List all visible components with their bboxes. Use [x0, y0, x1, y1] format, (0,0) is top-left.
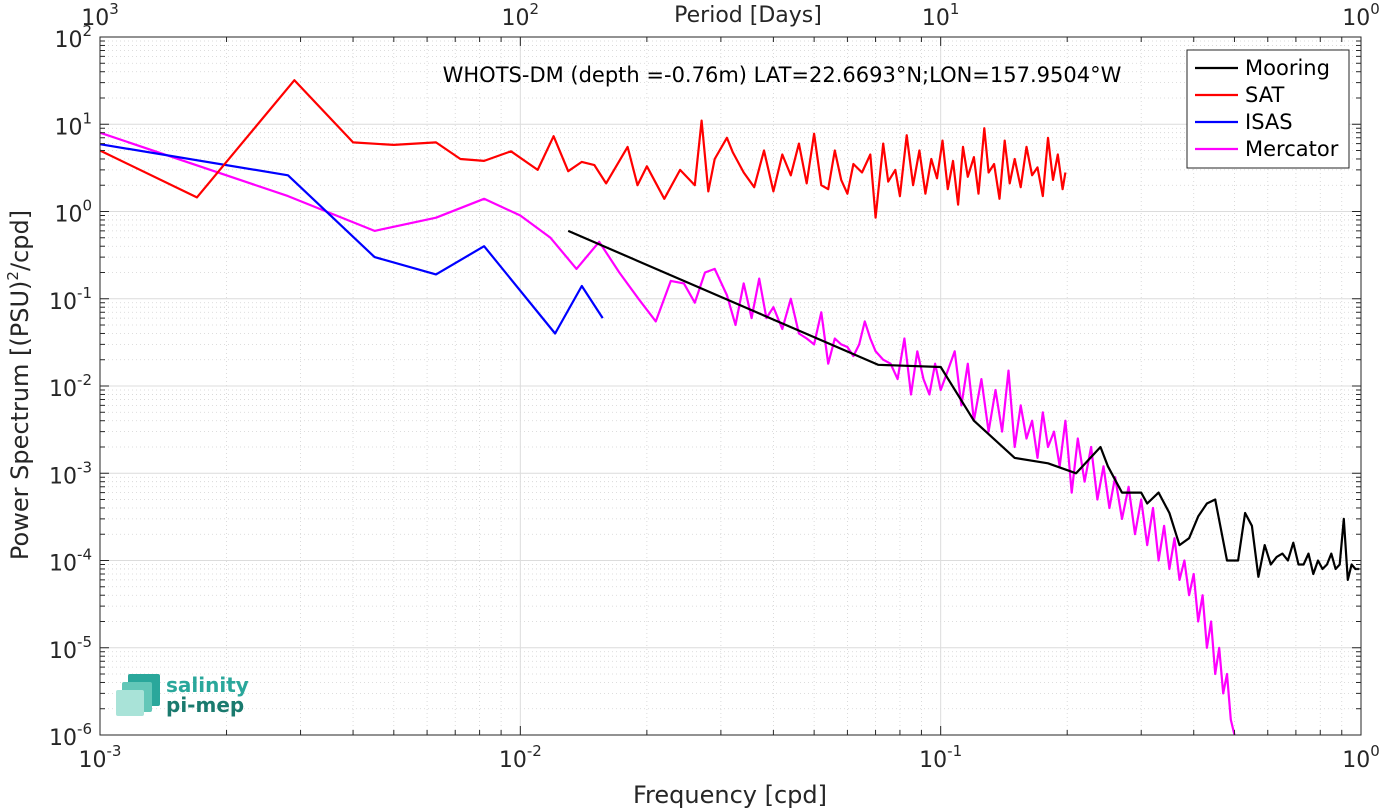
y-axis-label: Power Spectrum [(PSU)2/cpd] — [4, 210, 34, 560]
y-tick-label: 100 — [54, 197, 92, 228]
y-tick-label: 10-1 — [49, 284, 92, 315]
x-tick-label: 10-1 — [919, 742, 962, 773]
legend-label-mooring: Mooring — [1245, 56, 1330, 80]
logo-line2: pi-mep — [166, 693, 244, 717]
top-tick-label: 102 — [502, 0, 540, 31]
salinity-pi-mep-logo: salinity pi-mep — [116, 673, 249, 717]
series-line-mercator — [99, 131, 1236, 736]
top-tick-labels: 103 102 101 100 — [81, 0, 1380, 31]
x-axis-label: Frequency [cpd] — [633, 781, 827, 809]
series-line-sat — [99, 79, 1067, 219]
series-layer — [99, 79, 1360, 736]
legend-label-sat: SAT — [1245, 83, 1284, 107]
top-tick-label: 100 — [1342, 0, 1380, 31]
x-tick-label: 100 — [1342, 742, 1380, 773]
legend-label-isas: ISAS — [1245, 110, 1293, 134]
series-line-mooring — [567, 229, 1360, 582]
tick-marks — [99, 36, 1362, 736]
top-tick-label: 103 — [81, 0, 119, 31]
logo-line1: salinity — [166, 673, 249, 697]
y-tick-labels: 102 101 100 10-1 10-2 10-3 10-4 10-5 10-6 — [49, 22, 92, 751]
y-axis-label-sup: 2 — [4, 271, 22, 281]
x-tick-label: 10-2 — [499, 742, 542, 773]
y-tick-label: 10-3 — [49, 458, 92, 489]
y-tick-label: 10-5 — [49, 633, 92, 664]
logo-wave-3 — [116, 690, 144, 716]
x-tick-labels: 10-3 10-2 10-1 100 — [79, 742, 1380, 773]
top-axis-label: Period [Days] — [674, 3, 822, 28]
series-line-isas — [99, 143, 604, 335]
y-axis-label-tail: /cpd] — [6, 210, 34, 271]
y-axis-label-main: Power Spectrum [(PSU) — [6, 281, 34, 560]
legend: Mooring SAT ISAS Mercator — [1186, 49, 1350, 169]
chart-title: WHOTS-DM (depth =-0.76m) LAT=22.6693°N;L… — [443, 63, 1122, 87]
y-tick-label: 10-2 — [49, 371, 92, 402]
legend-label-mercator: Mercator — [1245, 137, 1339, 161]
major-grid — [99, 36, 1362, 736]
legend-items: Mooring SAT ISAS Mercator — [1195, 56, 1339, 161]
y-tick-label: 101 — [54, 109, 92, 140]
y-tick-label: 102 — [54, 22, 92, 53]
y-tick-label: 10-6 — [49, 720, 92, 751]
top-tick-label: 101 — [922, 0, 960, 31]
y-tick-label: 10-4 — [49, 546, 92, 577]
x-tick-label: 10-3 — [79, 742, 122, 773]
